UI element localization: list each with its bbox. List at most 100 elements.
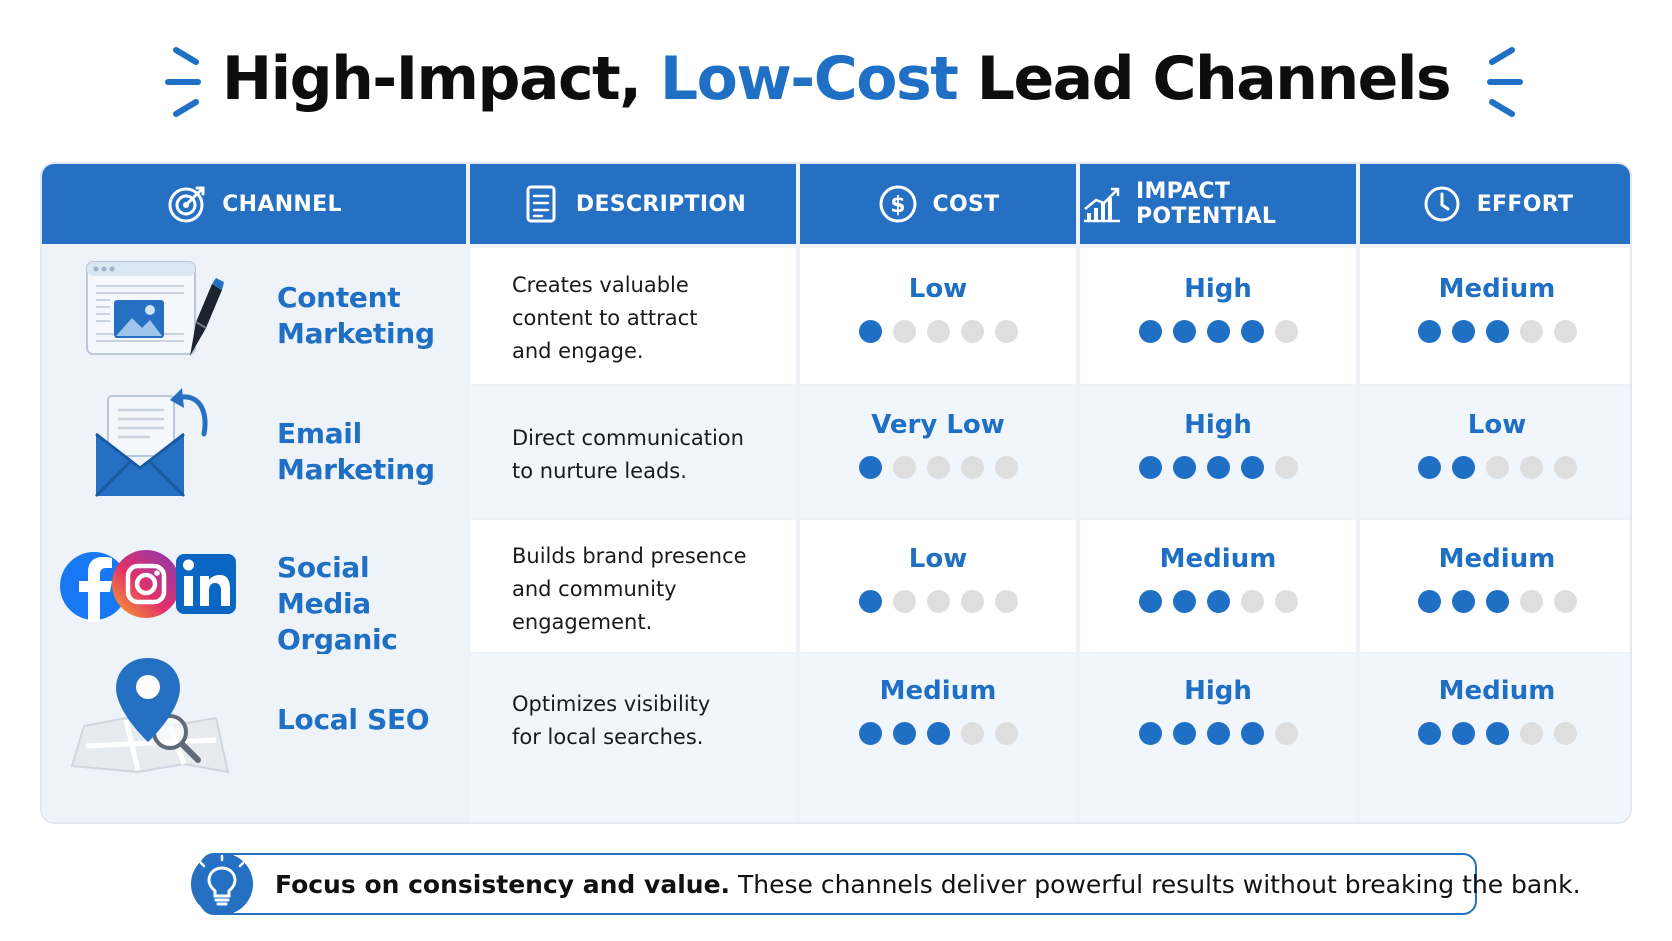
rating-dot-filled: [1417, 722, 1441, 745]
rating-dot-filled: [1172, 590, 1196, 613]
email-envelope-icon: [94, 388, 208, 498]
map-pin-icon: [70, 658, 230, 774]
rating-dot-empty: [892, 590, 916, 613]
page-title: High-Impact, Low-Cost Lead Channels: [0, 34, 1672, 124]
title-decoration-right-icon: [1487, 47, 1523, 117]
svg-text:$: $: [890, 193, 906, 218]
rating-dot-empty: [1553, 590, 1577, 613]
content-window-pen-icon: [86, 261, 224, 356]
impact-label: High: [1184, 410, 1252, 440]
description-cell: Creates valuable content to attract and …: [470, 248, 796, 384]
effort-label: Medium: [1438, 676, 1556, 706]
rating-dot-filled: [1240, 320, 1264, 343]
growth-chart-icon: [1084, 187, 1120, 223]
rating-dot-filled: [1417, 456, 1441, 479]
footer-bold: Focus on consistency and value.: [275, 870, 731, 899]
social-logos-icon: [60, 550, 236, 622]
rating-dot-filled: [1485, 722, 1509, 745]
target-icon: [168, 186, 205, 223]
rating-dot-filled: [926, 722, 950, 745]
effort-cell: Low: [1360, 386, 1630, 518]
rating-dot-filled: [1138, 722, 1162, 745]
rating-dot-empty: [892, 320, 916, 343]
cost-cell: Low: [800, 248, 1076, 384]
rating-dot-empty: [926, 590, 950, 613]
rating-dot-filled: [1451, 590, 1475, 613]
channels-table: CHANNEL DESCRIPTION $ COST IMPACT POTENT…: [40, 162, 1632, 824]
effort-cell: Medium: [1360, 248, 1630, 384]
header-description-label: DESCRIPTION: [575, 191, 747, 217]
cost-label: Medium: [879, 676, 997, 706]
rating-dot-empty: [1553, 320, 1577, 343]
rating-dot-empty: [994, 590, 1018, 613]
header-impact: IMPACT POTENTIAL: [1080, 164, 1356, 244]
impact-rating-dots: [1080, 722, 1356, 745]
rating-dot-empty: [994, 320, 1018, 343]
impact-cell: High: [1080, 248, 1356, 384]
rating-dot-filled: [1172, 320, 1196, 343]
rating-dot-filled: [1417, 320, 1441, 343]
impact-cell: High: [1080, 654, 1356, 822]
cost-cell: Medium: [800, 654, 1076, 822]
clock-icon: [1424, 186, 1460, 222]
rating-dot-empty: [1274, 320, 1298, 343]
rating-dot-empty: [960, 320, 984, 343]
cost-label: Low: [908, 274, 968, 304]
impact-label: Medium: [1159, 544, 1277, 574]
rating-dot-empty: [960, 590, 984, 613]
rating-dot-filled: [1451, 320, 1475, 343]
rating-dot-empty: [926, 320, 950, 343]
rating-dot-filled: [1138, 320, 1162, 343]
rating-dot-empty: [960, 722, 984, 745]
rating-dot-empty: [892, 456, 916, 479]
cost-rating-dots: [800, 320, 1076, 343]
rating-dot-empty: [1274, 722, 1298, 745]
cost-label: Low: [908, 544, 968, 574]
effort-label: Low: [1467, 410, 1527, 440]
rating-dot-empty: [994, 456, 1018, 479]
rating-dot-filled: [1172, 722, 1196, 745]
impact-rating-dots: [1080, 456, 1356, 479]
header-effort: EFFORT: [1360, 164, 1630, 244]
effort-rating-dots: [1360, 722, 1630, 745]
channel-cell-content-marketing: Content Marketing: [42, 248, 466, 384]
effort-rating-dots: [1360, 320, 1630, 343]
impact-rating-dots: [1080, 590, 1356, 613]
effort-label: Medium: [1438, 274, 1556, 304]
effort-cell: Medium: [1360, 520, 1630, 652]
header-cost-label: COST: [932, 191, 1000, 217]
rating-dot-filled: [1240, 456, 1264, 479]
cost-rating-dots: [800, 590, 1076, 613]
rating-dot-empty: [960, 456, 984, 479]
footer-text: Focus on consistency and value. These ch…: [275, 869, 1581, 901]
rating-dot-empty: [1519, 320, 1543, 343]
title-part-1: High-Impact,: [221, 44, 660, 114]
rating-dot-empty: [1553, 456, 1577, 479]
channel-name: Social Media Organic: [277, 551, 398, 656]
effort-cell: Medium: [1360, 654, 1630, 822]
impact-label: High: [1184, 274, 1252, 304]
document-icon: [526, 185, 556, 223]
rating-dot-empty: [1240, 590, 1264, 613]
rating-dot-filled: [1206, 722, 1230, 745]
rating-dot-filled: [1451, 722, 1475, 745]
rating-dot-empty: [1553, 722, 1577, 745]
cost-rating-dots: [800, 722, 1076, 745]
channel-cell-local-seo: Local SEO: [42, 654, 466, 822]
header-impact-label: IMPACT POTENTIAL: [1136, 179, 1277, 229]
effort-label: Medium: [1438, 544, 1556, 574]
header-channel-label: CHANNEL: [222, 191, 342, 217]
impact-cell: Medium: [1080, 520, 1356, 652]
rating-dot-filled: [1138, 590, 1162, 613]
rating-dot-empty: [926, 456, 950, 479]
rating-dot-empty: [1519, 722, 1543, 745]
dollar-icon: $: [879, 185, 917, 223]
header-cost: $ COST: [800, 164, 1076, 244]
rating-dot-filled: [1485, 320, 1509, 343]
rating-dot-filled: [1485, 590, 1509, 613]
rating-dot-empty: [1274, 590, 1298, 613]
channel-cell-email-marketing: Email Marketing: [42, 386, 466, 518]
title-accent: Low-Cost: [659, 44, 959, 114]
rating-dot-empty: [1274, 456, 1298, 479]
header-description: DESCRIPTION: [470, 164, 796, 244]
